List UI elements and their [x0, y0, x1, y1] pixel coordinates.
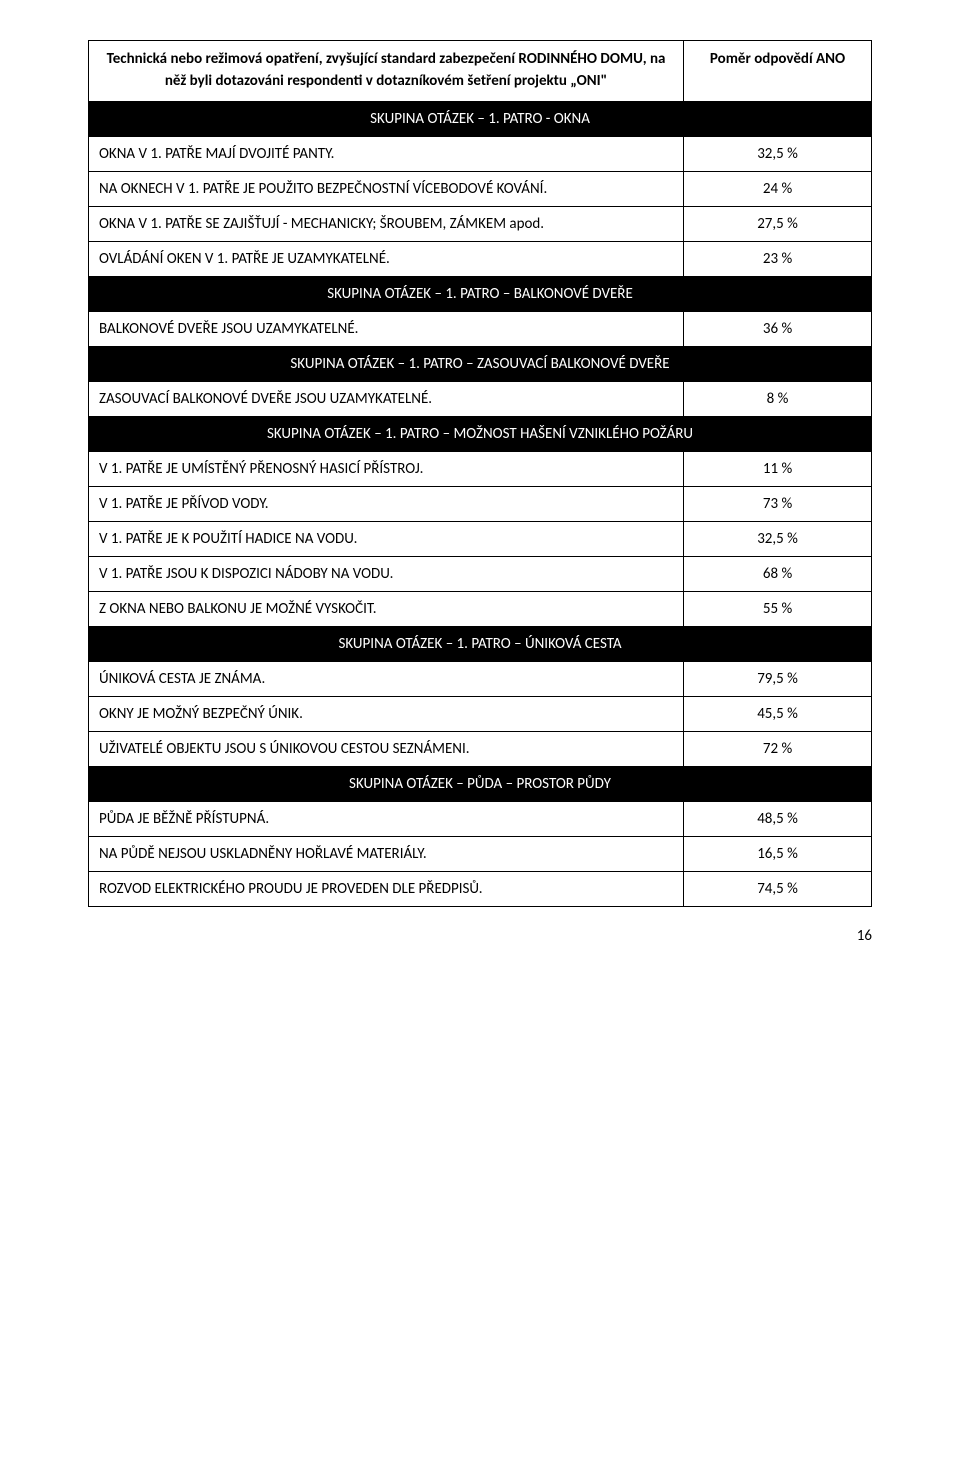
- table-row: Z OKNA NEBO BALKONU JE MOŽNÉ VYSKOČIT.55…: [89, 591, 872, 626]
- table-row: ROZVOD ELEKTRICKÉHO PROUDU JE PROVEDEN D…: [89, 871, 872, 906]
- row-value: 32,5 %: [684, 521, 872, 556]
- table-row: ZASOUVACÍ BALKONOVÉ DVEŘE JSOU UZAMYKATE…: [89, 381, 872, 416]
- row-label: BALKONOVÉ DVEŘE JSOU UZAMYKATELNÉ.: [89, 311, 684, 346]
- row-label: ÚNIKOVÁ CESTA JE ZNÁMA.: [89, 661, 684, 696]
- row-value: 55 %: [684, 591, 872, 626]
- section-row: SKUPINA OTÁZEK – 1. PATRO – ÚNIKOVÁ CEST…: [89, 626, 872, 661]
- table-row: OKNA V 1. PATŘE SE ZAJIŠŤUJÍ - MECHANICK…: [89, 206, 872, 241]
- row-label: V 1. PATŘE JE UMÍSTĚNÝ PŘENOSNÝ HASICÍ P…: [89, 451, 684, 486]
- row-value: 74,5 %: [684, 871, 872, 906]
- section-row: SKUPINA OTÁZEK – 1. PATRO – MOŽNOST HAŠE…: [89, 416, 872, 451]
- table-row: PŮDA JE BĚŽNĚ PŘÍSTUPNÁ.48,5 %: [89, 801, 872, 836]
- table-row: V 1. PATŘE JE UMÍSTĚNÝ PŘENOSNÝ HASICÍ P…: [89, 451, 872, 486]
- page-number: 16: [88, 907, 872, 945]
- row-value: 24 %: [684, 171, 872, 206]
- table-row: UŽIVATELÉ OBJEKTU JSOU S ÚNIKOVOU CESTOU…: [89, 731, 872, 766]
- row-label: OKNA V 1. PATŘE MAJÍ DVOJITÉ PANTY.: [89, 136, 684, 171]
- row-value: 8 %: [684, 381, 872, 416]
- row-value: 11 %: [684, 451, 872, 486]
- row-label: V 1. PATŘE JSOU K DISPOZICI NÁDOBY NA VO…: [89, 556, 684, 591]
- row-label: Z OKNA NEBO BALKONU JE MOŽNÉ VYSKOČIT.: [89, 591, 684, 626]
- row-label: NA OKNECH V 1. PATŘE JE POUŽITO BEZPEČNO…: [89, 171, 684, 206]
- section-row: SKUPINA OTÁZEK – 1. PATRO – BALKONOVÉ DV…: [89, 276, 872, 311]
- row-value: 32,5 %: [684, 136, 872, 171]
- data-table: Technická nebo režimová opatření, zvyšuj…: [88, 40, 872, 907]
- table-row: V 1. PATŘE JE K POUŽITÍ HADICE NA VODU.3…: [89, 521, 872, 556]
- row-value: 45,5 %: [684, 696, 872, 731]
- row-value: 48,5 %: [684, 801, 872, 836]
- table-row: NA OKNECH V 1. PATŘE JE POUŽITO BEZPEČNO…: [89, 171, 872, 206]
- row-value: 72 %: [684, 731, 872, 766]
- row-label: PŮDA JE BĚŽNĚ PŘÍSTUPNÁ.: [89, 801, 684, 836]
- section-title: SKUPINA OTÁZEK – 1. PATRO - OKNA: [89, 101, 872, 136]
- header-left-cell: Technická nebo režimová opatření, zvyšuj…: [89, 41, 684, 102]
- section-row: SKUPINA OTÁZEK – PŮDA – PROSTOR PŮDY: [89, 766, 872, 801]
- table-row: ÚNIKOVÁ CESTA JE ZNÁMA.79,5 %: [89, 661, 872, 696]
- header-right-cell: Poměr odpovědí ANO: [684, 41, 872, 102]
- row-label: V 1. PATŘE JE PŘÍVOD VODY.: [89, 486, 684, 521]
- row-value: 36 %: [684, 311, 872, 346]
- row-label: NA PŮDĚ NEJSOU USKLADNĚNY HOŘLAVÉ MATERI…: [89, 836, 684, 871]
- section-title: SKUPINA OTÁZEK – PŮDA – PROSTOR PŮDY: [89, 766, 872, 801]
- table-row: V 1. PATŘE JE PŘÍVOD VODY.73 %: [89, 486, 872, 521]
- section-row: SKUPINA OTÁZEK – 1. PATRO - OKNA: [89, 101, 872, 136]
- section-title: SKUPINA OTÁZEK – 1. PATRO – MOŽNOST HAŠE…: [89, 416, 872, 451]
- table-row: OKNA V 1. PATŘE MAJÍ DVOJITÉ PANTY.32,5 …: [89, 136, 872, 171]
- row-value: 27,5 %: [684, 206, 872, 241]
- row-label: OKNA V 1. PATŘE SE ZAJIŠŤUJÍ - MECHANICK…: [89, 206, 684, 241]
- table-row: BALKONOVÉ DVEŘE JSOU UZAMYKATELNÉ.36 %: [89, 311, 872, 346]
- table-header-row: Technická nebo režimová opatření, zvyšuj…: [89, 41, 872, 102]
- row-label: UŽIVATELÉ OBJEKTU JSOU S ÚNIKOVOU CESTOU…: [89, 731, 684, 766]
- table-row: NA PŮDĚ NEJSOU USKLADNĚNY HOŘLAVÉ MATERI…: [89, 836, 872, 871]
- row-label: ROZVOD ELEKTRICKÉHO PROUDU JE PROVEDEN D…: [89, 871, 684, 906]
- table-row: V 1. PATŘE JSOU K DISPOZICI NÁDOBY NA VO…: [89, 556, 872, 591]
- row-label: V 1. PATŘE JE K POUŽITÍ HADICE NA VODU.: [89, 521, 684, 556]
- row-label: ZASOUVACÍ BALKONOVÉ DVEŘE JSOU UZAMYKATE…: [89, 381, 684, 416]
- row-value: 79,5 %: [684, 661, 872, 696]
- section-title: SKUPINA OTÁZEK – 1. PATRO – ÚNIKOVÁ CEST…: [89, 626, 872, 661]
- table-body: Technická nebo režimová opatření, zvyšuj…: [89, 41, 872, 907]
- section-row: SKUPINA OTÁZEK – 1. PATRO – ZASOUVACÍ BA…: [89, 346, 872, 381]
- table-row: OVLÁDÁNÍ OKEN V 1. PATŘE JE UZAMYKATELNÉ…: [89, 241, 872, 276]
- table-row: OKNY JE MOŽNÝ BEZPEČNÝ ÚNIK.45,5 %: [89, 696, 872, 731]
- row-label: OVLÁDÁNÍ OKEN V 1. PATŘE JE UZAMYKATELNÉ…: [89, 241, 684, 276]
- section-title: SKUPINA OTÁZEK – 1. PATRO – ZASOUVACÍ BA…: [89, 346, 872, 381]
- row-value: 68 %: [684, 556, 872, 591]
- row-label: OKNY JE MOŽNÝ BEZPEČNÝ ÚNIK.: [89, 696, 684, 731]
- row-value: 16,5 %: [684, 836, 872, 871]
- section-title: SKUPINA OTÁZEK – 1. PATRO – BALKONOVÉ DV…: [89, 276, 872, 311]
- row-value: 23 %: [684, 241, 872, 276]
- row-value: 73 %: [684, 486, 872, 521]
- page: Technická nebo režimová opatření, zvyšuj…: [0, 0, 960, 965]
